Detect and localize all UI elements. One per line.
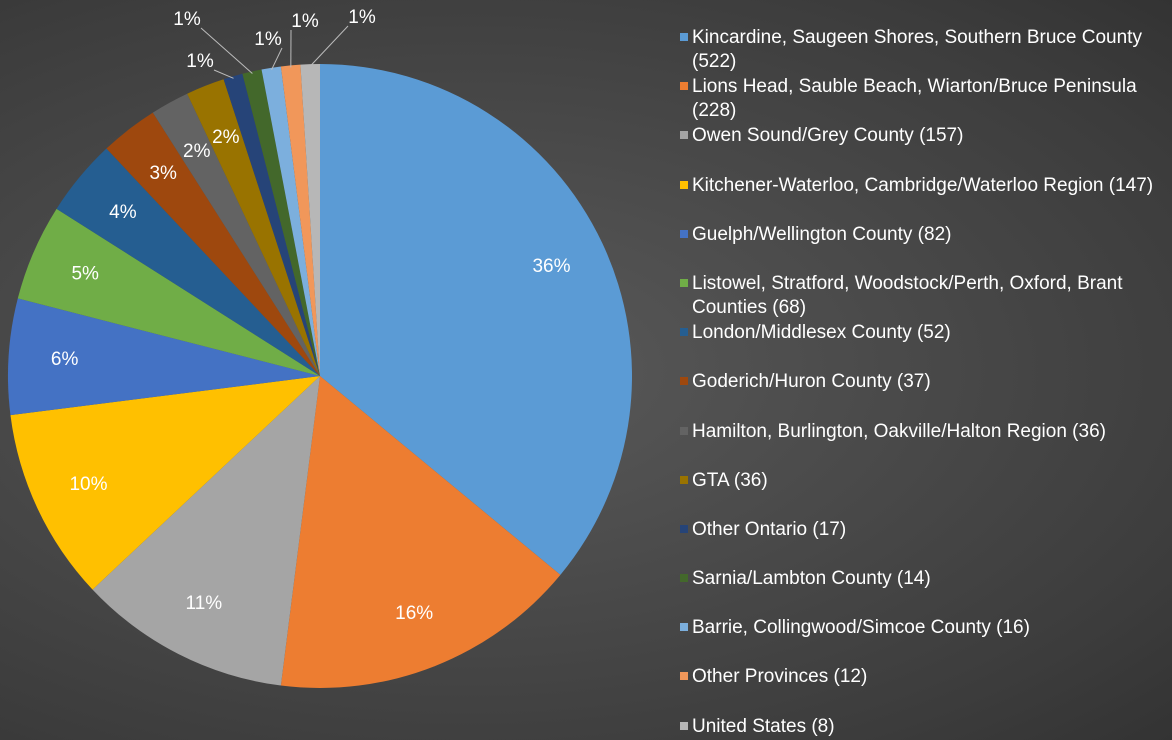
legend-item: London/Middlesex County (52) bbox=[680, 321, 1172, 345]
legend-item: Hamilton, Burlington, Oakville/Halton Re… bbox=[680, 420, 1172, 444]
legend-item: United States (8) bbox=[680, 715, 1172, 739]
legend-item: Other Ontario (17) bbox=[680, 518, 1172, 542]
leader-line bbox=[200, 27, 253, 74]
data-label: 4% bbox=[109, 202, 137, 223]
legend-label: Sarnia/Lambton County (14) bbox=[692, 568, 931, 589]
legend-label: Kincardine, Saugeen Shores, Southern Bru… bbox=[692, 27, 1142, 72]
legend-item: Other Provinces (12) bbox=[680, 665, 1172, 689]
legend-swatch bbox=[680, 377, 688, 385]
legend-swatch bbox=[680, 230, 688, 238]
data-label: 3% bbox=[149, 163, 177, 184]
data-label: 36% bbox=[532, 256, 570, 277]
legend-swatch bbox=[680, 427, 688, 435]
legend-swatch bbox=[680, 33, 688, 41]
legend-label: Goderich/Huron County (37) bbox=[692, 371, 931, 392]
data-label: 11% bbox=[186, 593, 223, 614]
legend-swatch bbox=[680, 181, 688, 189]
data-label: 1% bbox=[254, 29, 282, 50]
data-label: 1% bbox=[173, 9, 201, 30]
legend-item: Lions Head, Sauble Beach, Wiarton/Bruce … bbox=[680, 75, 1172, 123]
data-label: 1% bbox=[186, 51, 214, 72]
legend-label: London/Middlesex County (52) bbox=[692, 322, 951, 343]
legend-item: Kincardine, Saugeen Shores, Southern Bru… bbox=[680, 26, 1172, 74]
legend-item: Sarnia/Lambton County (14) bbox=[680, 567, 1172, 591]
legend-swatch bbox=[680, 722, 688, 730]
leader-line bbox=[271, 47, 283, 71]
legend-item: Owen Sound/Grey County (157) bbox=[680, 124, 1172, 148]
legend-swatch bbox=[680, 525, 688, 533]
legend-label: Owen Sound/Grey County (157) bbox=[692, 125, 964, 146]
pie-slice bbox=[242, 69, 320, 377]
legend-label: GTA (36) bbox=[692, 470, 768, 491]
data-label: 2% bbox=[212, 127, 240, 148]
pie-slice bbox=[152, 93, 320, 376]
legend-item: Barrie, Collingwood/Simcoe County (16) bbox=[680, 616, 1172, 640]
legend-label: Guelph/Wellington County (82) bbox=[692, 224, 952, 245]
legend-label: Kitchener-Waterloo, Cambridge/Waterloo R… bbox=[692, 175, 1154, 196]
legend-label: United States (8) bbox=[692, 716, 835, 737]
legend-swatch bbox=[680, 623, 688, 631]
legend-label: Hamilton, Burlington, Oakville/Halton Re… bbox=[692, 421, 1106, 442]
legend-swatch bbox=[680, 328, 688, 336]
legend-label: Other Provinces (12) bbox=[692, 666, 868, 687]
pie-slice bbox=[280, 376, 561, 688]
pie-slice bbox=[261, 66, 320, 377]
leader-line bbox=[309, 25, 349, 67]
pie-slice bbox=[10, 376, 321, 590]
legend-item: Kitchener-Waterloo, Cambridge/Waterloo R… bbox=[680, 174, 1172, 198]
leader-line bbox=[213, 69, 234, 79]
pie-slice bbox=[17, 208, 320, 376]
legend-label: Other Ontario (17) bbox=[692, 519, 847, 540]
legend-swatch bbox=[680, 574, 688, 582]
legend-item: Goderich/Huron County (37) bbox=[680, 370, 1172, 394]
legend-swatch bbox=[680, 279, 688, 287]
data-label: 6% bbox=[51, 349, 79, 370]
pie-slice bbox=[300, 64, 320, 376]
legend-swatch bbox=[680, 131, 688, 139]
data-label: 10% bbox=[69, 474, 107, 495]
pie-slice bbox=[223, 73, 320, 376]
data-label: 5% bbox=[71, 263, 99, 284]
pie-slice bbox=[8, 298, 321, 416]
data-label: 16% bbox=[395, 603, 433, 624]
pie-slice bbox=[280, 64, 320, 376]
legend-swatch bbox=[680, 82, 688, 90]
pie-slice bbox=[320, 64, 632, 575]
pie-slice bbox=[56, 148, 320, 376]
data-label: 2% bbox=[183, 141, 211, 162]
legend-item: Guelph/Wellington County (82) bbox=[680, 223, 1172, 247]
legend-label: Listowel, Stratford, Woodstock/Perth, Ox… bbox=[692, 273, 1123, 318]
legend-item: GTA (36) bbox=[680, 469, 1172, 493]
data-label: 1% bbox=[348, 7, 376, 28]
legend-label: Lions Head, Sauble Beach, Wiarton/Bruce … bbox=[692, 76, 1137, 121]
pie-slice bbox=[187, 79, 320, 376]
pie-slice bbox=[106, 112, 321, 376]
legend-swatch bbox=[680, 672, 688, 680]
data-label: 1% bbox=[291, 11, 319, 32]
pie-slice bbox=[92, 376, 320, 686]
legend-swatch bbox=[680, 476, 688, 484]
legend-item: Listowel, Stratford, Woodstock/Perth, Ox… bbox=[680, 272, 1172, 320]
legend-label: Barrie, Collingwood/Simcoe County (16) bbox=[692, 617, 1030, 638]
